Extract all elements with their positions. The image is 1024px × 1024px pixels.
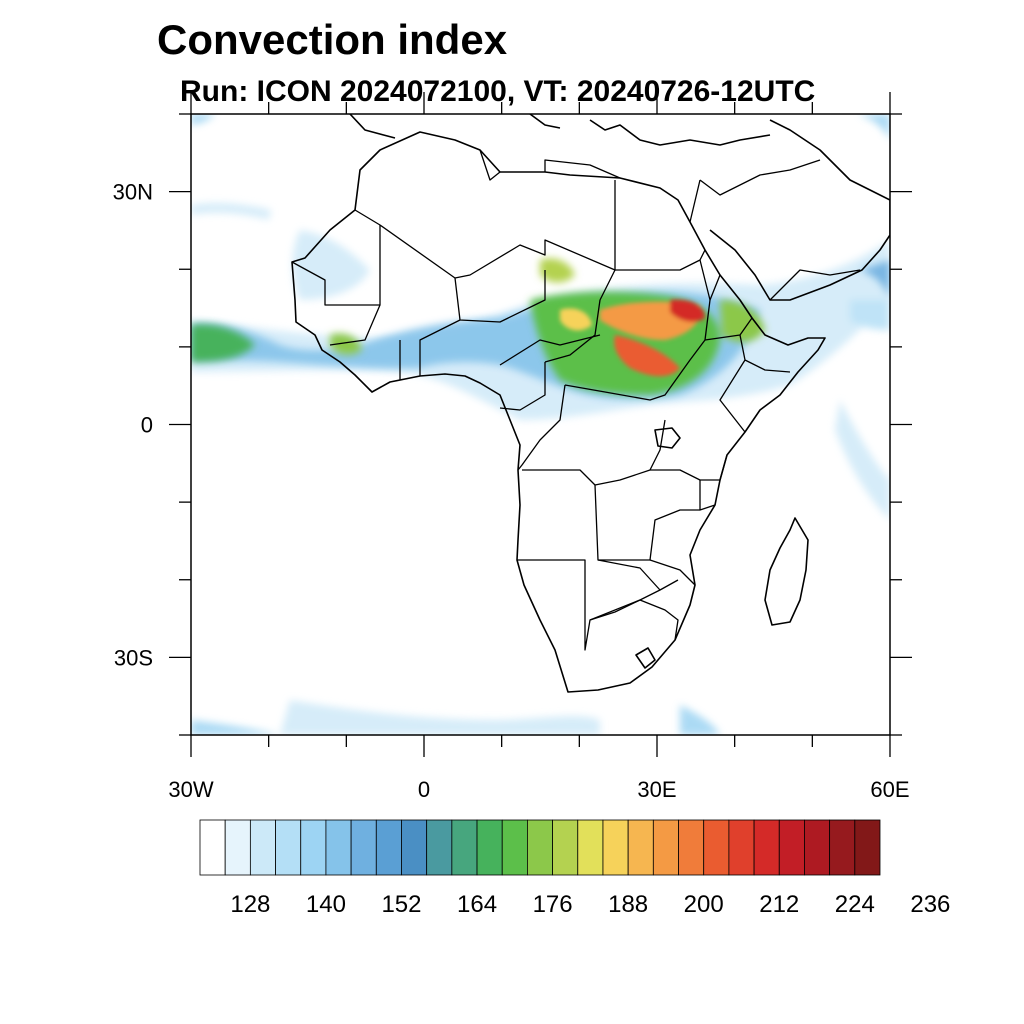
colorbar-swatch bbox=[854, 819, 881, 876]
colorbar-label: 176 bbox=[533, 891, 573, 918]
x-tick-label: 30W bbox=[168, 777, 213, 802]
colorbar-swatch bbox=[527, 819, 553, 876]
colorbar-swatch bbox=[728, 819, 755, 876]
colorbar-swatch bbox=[602, 819, 629, 876]
lesotho bbox=[635, 647, 656, 669]
colorbar-swatch bbox=[753, 819, 780, 876]
colorbar-label: 128 bbox=[230, 891, 270, 918]
colorbar-swatch bbox=[375, 819, 402, 876]
x-tick-label: 60E bbox=[870, 777, 909, 802]
colorbar-swatch bbox=[426, 819, 453, 876]
colorbar-swatch bbox=[350, 819, 377, 876]
y-tick-label: 30S bbox=[114, 645, 153, 670]
colorbar-label: 200 bbox=[684, 891, 724, 918]
colorbar-swatch bbox=[451, 819, 478, 876]
colorbar: 128 140 152 164 176 188 200 212 224 236 bbox=[199, 819, 950, 918]
colorbar-label: 164 bbox=[457, 891, 497, 918]
colorbar-swatch bbox=[627, 819, 654, 876]
convection-field bbox=[191, 114, 890, 735]
arabian-peninsula bbox=[709, 119, 890, 301]
y-tick-label: 30N bbox=[113, 180, 153, 205]
colorbar-swatch bbox=[804, 819, 831, 876]
colorbar-swatch bbox=[652, 819, 679, 876]
colorbar-label: 224 bbox=[835, 891, 875, 918]
colorbar-swatch bbox=[199, 819, 226, 876]
madagascar bbox=[764, 517, 809, 626]
colorbar-label: 152 bbox=[381, 891, 421, 918]
colorbar-swatch bbox=[552, 819, 579, 876]
colorbar-label: 140 bbox=[306, 891, 346, 918]
lake-victoria bbox=[654, 427, 681, 449]
africa-coastline bbox=[291, 131, 826, 693]
colorbar-swatch bbox=[224, 819, 251, 876]
colorbar-label: 212 bbox=[759, 891, 799, 918]
axis-ticks: 30W 0 30E 60E 30N 0 30S bbox=[113, 92, 912, 802]
x-tick-label: 30E bbox=[637, 777, 676, 802]
colorbar-swatch bbox=[249, 819, 276, 876]
map-area bbox=[191, 114, 890, 735]
map-subtitle: Run: ICON 2024072100, VT: 20240726-12UTC bbox=[180, 75, 815, 108]
colorbar-swatch bbox=[476, 819, 503, 876]
country-borders bbox=[291, 149, 861, 651]
y-tick-label: 0 bbox=[141, 413, 153, 438]
colorbar-swatch bbox=[829, 819, 856, 876]
colorbar-swatch bbox=[778, 819, 805, 876]
map-title: Convection index bbox=[157, 16, 508, 63]
colorbar-label: 188 bbox=[608, 891, 648, 918]
colorbar-swatch bbox=[577, 819, 604, 876]
mediterranean-north bbox=[349, 114, 771, 146]
colorbar-swatch bbox=[703, 819, 730, 876]
colorbar-swatch bbox=[325, 819, 352, 876]
coastlines bbox=[291, 114, 890, 693]
colorbar-swatch bbox=[275, 819, 302, 876]
colorbar-label: 236 bbox=[910, 891, 950, 918]
colorbar-swatch bbox=[678, 819, 705, 876]
x-tick-label: 0 bbox=[418, 777, 430, 802]
colorbar-swatch bbox=[300, 819, 327, 876]
colorbar-swatch bbox=[501, 819, 528, 876]
colorbar-swatch bbox=[401, 819, 428, 876]
